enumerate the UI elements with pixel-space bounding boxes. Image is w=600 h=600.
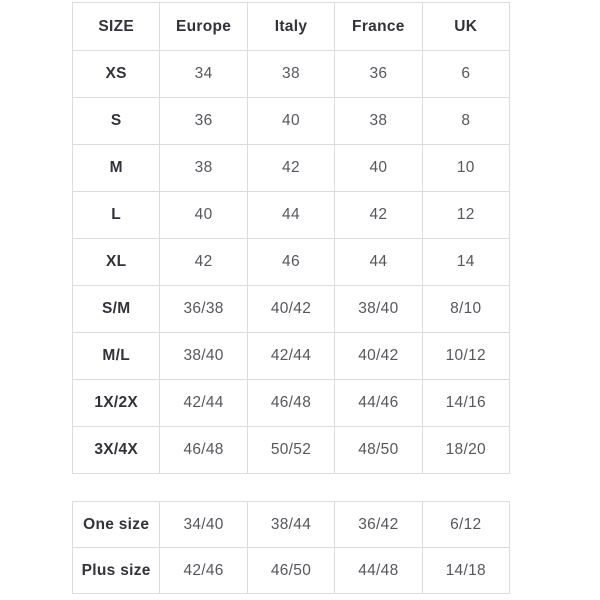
italy-value-cell: 50/52	[246, 426, 336, 474]
size-label-cell: S	[71, 97, 161, 145]
table-row-plus-size: Plus size 42/46 46/50 44/48 14/18	[71, 547, 511, 594]
france-value-cell: 44	[334, 238, 423, 286]
europe-value-cell: 36	[159, 97, 248, 145]
italy-value-cell: 46/50	[246, 547, 336, 594]
header-row: SIZE Europe Italy France UK	[71, 2, 511, 51]
size-label-cell: M/L	[71, 332, 161, 380]
italy-value-cell: 46	[246, 238, 336, 286]
uk-value-cell: 8/10	[421, 285, 511, 333]
uk-value-cell: 6/12	[421, 501, 511, 548]
europe-value-cell: 38	[159, 144, 248, 192]
header-cell-italy: Italy	[246, 2, 336, 51]
europe-value-cell: 38/40	[159, 332, 248, 380]
table-row-m-l: M/L 38/40 42/44 40/42 10/12	[71, 332, 511, 380]
france-value-cell: 44/46	[334, 379, 423, 427]
europe-value-cell: 34/40	[159, 501, 248, 548]
table-row-s: S 36 40 38 8	[71, 97, 511, 145]
size-label-cell: One size	[71, 501, 161, 548]
table-row-l: L 40 44 42 12	[71, 191, 511, 239]
europe-value-cell: 42/46	[159, 547, 248, 594]
france-value-cell: 36/42	[334, 501, 423, 548]
uk-value-cell: 12	[421, 191, 511, 239]
uk-value-cell: 14/16	[421, 379, 511, 427]
france-value-cell: 40	[334, 144, 423, 192]
france-value-cell: 36	[334, 50, 423, 98]
size-label-cell: M	[71, 144, 161, 192]
size-conversion-table: SIZE Europe Italy France UK XS 34 38 36 …	[71, 2, 511, 474]
italy-value-cell: 46/48	[246, 379, 336, 427]
france-value-cell: 38/40	[334, 285, 423, 333]
uk-value-cell: 14/18	[421, 547, 511, 594]
size-label-cell: L	[71, 191, 161, 239]
table-row-1x-2x: 1X/2X 42/44 46/48 44/46 14/16	[71, 379, 511, 427]
uk-value-cell: 10/12	[421, 332, 511, 380]
italy-value-cell: 40	[246, 97, 336, 145]
france-value-cell: 48/50	[334, 426, 423, 474]
size-label-cell: XS	[71, 50, 161, 98]
size-conversion-table-container: SIZE Europe Italy France UK XS 34 38 36 …	[71, 2, 511, 474]
italy-value-cell: 40/42	[246, 285, 336, 333]
france-value-cell: 42	[334, 191, 423, 239]
table-row-xs: XS 34 38 36 6	[71, 50, 511, 98]
uk-value-cell: 18/20	[421, 426, 511, 474]
uk-value-cell: 10	[421, 144, 511, 192]
header-cell-europe: Europe	[159, 2, 248, 51]
europe-value-cell: 42	[159, 238, 248, 286]
europe-value-cell: 34	[159, 50, 248, 98]
uk-value-cell: 8	[421, 97, 511, 145]
france-value-cell: 38	[334, 97, 423, 145]
italy-value-cell: 38/44	[246, 501, 336, 548]
size-label-cell: Plus size	[71, 547, 161, 594]
table-row-m: M 38 42 40 10	[71, 144, 511, 192]
table-row-xl: XL 42 46 44 14	[71, 238, 511, 286]
one-size-table-container: One size 34/40 38/44 36/42 6/12 Plus siz…	[71, 501, 511, 594]
table-row-s-m: S/M 36/38 40/42 38/40 8/10	[71, 285, 511, 333]
italy-value-cell: 44	[246, 191, 336, 239]
uk-value-cell: 14	[421, 238, 511, 286]
france-value-cell: 40/42	[334, 332, 423, 380]
size-label-cell: XL	[71, 238, 161, 286]
header-cell-france: France	[334, 2, 423, 51]
table-row-one-size: One size 34/40 38/44 36/42 6/12	[71, 501, 511, 548]
size-label-cell: 1X/2X	[71, 379, 161, 427]
one-size-table: One size 34/40 38/44 36/42 6/12 Plus siz…	[71, 501, 511, 594]
size-label-cell: S/M	[71, 285, 161, 333]
france-value-cell: 44/48	[334, 547, 423, 594]
europe-value-cell: 42/44	[159, 379, 248, 427]
header-cell-uk: UK	[421, 2, 511, 51]
europe-value-cell: 36/38	[159, 285, 248, 333]
uk-value-cell: 6	[421, 50, 511, 98]
italy-value-cell: 38	[246, 50, 336, 98]
table-row-3x-4x: 3X/4X 46/48 50/52 48/50 18/20	[71, 426, 511, 474]
italy-value-cell: 42	[246, 144, 336, 192]
header-cell-size: SIZE	[71, 2, 161, 51]
europe-value-cell: 46/48	[159, 426, 248, 474]
size-label-cell: 3X/4X	[71, 426, 161, 474]
italy-value-cell: 42/44	[246, 332, 336, 380]
europe-value-cell: 40	[159, 191, 248, 239]
